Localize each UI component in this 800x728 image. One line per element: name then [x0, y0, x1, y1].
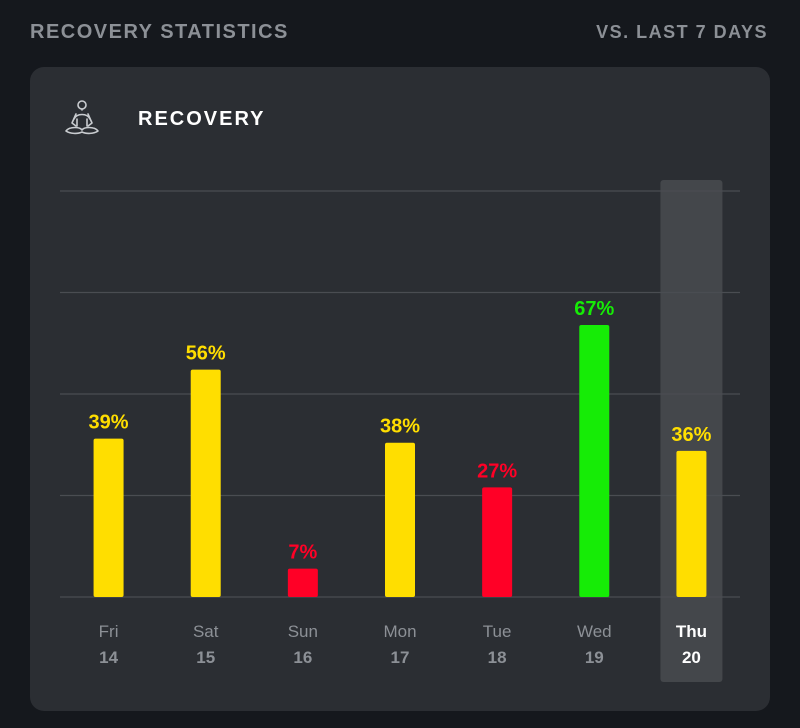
- bar-tue: [482, 487, 513, 597]
- x-tick-date: 20: [682, 648, 701, 667]
- x-tick-date: 15: [196, 648, 215, 667]
- x-tick-day: Fri: [99, 622, 119, 641]
- comparison-period-label[interactable]: VS. LAST 7 DAYS: [596, 21, 768, 42]
- highlighted-day-column: [660, 180, 723, 682]
- bar-value-label: 38%: [380, 416, 420, 438]
- bar-value-label: 67%: [574, 298, 614, 320]
- x-tick-date: 17: [391, 648, 410, 667]
- x-tick-day: Tue: [483, 622, 512, 641]
- x-tick-day: Thu: [676, 622, 707, 641]
- x-tick-day: Sat: [193, 622, 219, 641]
- bar-fri: [93, 438, 124, 597]
- section-title: RECOVERY STATISTICS: [30, 20, 289, 43]
- x-tick-day: Mon: [383, 622, 416, 641]
- bar-sun: [287, 568, 318, 597]
- bar-value-label: 27%: [477, 460, 517, 482]
- top-bar: RECOVERY STATISTICS VS. LAST 7 DAYS: [30, 18, 768, 46]
- recovery-bar-chart: 39% Fri 14 56% Sat 15 7% Sun 16 38% Mon 17 27% Tue 18 6…: [60, 180, 740, 682]
- card-header: RECOVERY: [60, 97, 266, 141]
- x-tick-date: 16: [293, 648, 312, 667]
- x-tick-day: Wed: [577, 622, 612, 641]
- x-tick-date: 18: [488, 648, 507, 667]
- bar-value-label: 36%: [671, 424, 711, 446]
- meditation-icon: [65, 100, 99, 135]
- bar-wed: [579, 324, 610, 597]
- x-tick-date: 14: [99, 648, 118, 667]
- bar-value-label: 7%: [288, 542, 317, 564]
- bar-value-label: 56%: [186, 343, 226, 365]
- bar-thu: [676, 450, 707, 597]
- x-tick-day: Sun: [288, 622, 318, 641]
- card-title: RECOVERY: [138, 107, 266, 130]
- bar-mon: [385, 442, 415, 597]
- x-tick-date: 19: [585, 648, 604, 667]
- bar-sat: [190, 369, 221, 597]
- recovery-card: 39% Fri 14 56% Sat 15 7% Sun 16 38% Mon 17 27% Tue 18 6…: [30, 67, 770, 711]
- bar-value-label: 39%: [89, 412, 129, 434]
